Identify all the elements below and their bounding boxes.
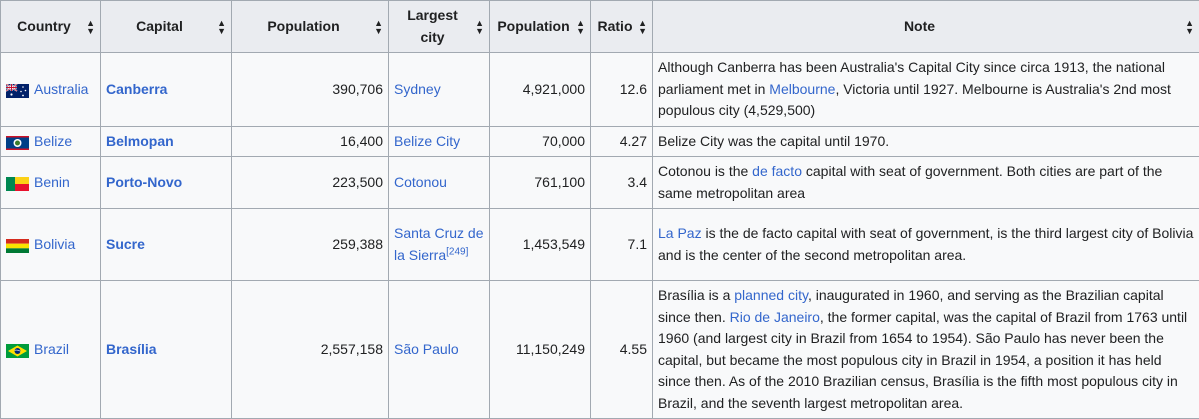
brazil-flag-icon[interactable] xyxy=(6,343,29,357)
country-link[interactable]: Belize xyxy=(34,133,72,149)
header-ratio[interactable]: Ratio ▲▼ xyxy=(591,1,653,53)
sort-icon[interactable]: ▲▼ xyxy=(475,19,484,35)
capital-cell: Canberra xyxy=(101,53,232,127)
note-cell: Belize City was the capital until 1970. xyxy=(653,126,1199,157)
bolivia-flag-icon[interactable] xyxy=(6,238,29,252)
header-label: Ratio xyxy=(598,18,633,34)
header-city-population[interactable]: Population ▲▼ xyxy=(490,1,591,53)
city-population-cell: 70,000 xyxy=(490,126,591,157)
sort-icon[interactable]: ▲▼ xyxy=(576,19,585,35)
sort-icon[interactable]: ▲▼ xyxy=(217,19,226,35)
largest-city-link[interactable]: Sydney xyxy=(394,81,441,97)
sort-icon[interactable]: ▲▼ xyxy=(86,19,95,35)
note-link[interactable]: de facto xyxy=(752,163,802,179)
note-cell: La Paz is the de facto capital with seat… xyxy=(653,209,1199,281)
capital-population-cell: 390,706 xyxy=(232,53,389,127)
largest-city-link[interactable]: Cotonou xyxy=(394,174,447,190)
ratio-cell: 4.55 xyxy=(591,281,653,419)
ratio-cell: 4.27 xyxy=(591,126,653,157)
country-cell: Belize xyxy=(1,126,101,157)
city-population-cell: 1,453,549 xyxy=(490,209,591,281)
country-link[interactable]: Benin xyxy=(34,174,70,190)
note-link[interactable]: planned city xyxy=(734,287,808,303)
header-largest-city[interactable]: Largest city ▲▼ xyxy=(389,1,490,53)
note-text: is the de facto capital with seat of gov… xyxy=(658,225,1193,263)
capital-cell: Porto-Novo xyxy=(101,157,232,209)
note-cell: Although Canberra has been Australia's C… xyxy=(653,53,1199,127)
capital-link[interactable]: Canberra xyxy=(106,81,167,97)
header-label: Country xyxy=(17,18,71,34)
capital-link[interactable]: Porto-Novo xyxy=(106,174,182,190)
country-cell: Brazil xyxy=(1,281,101,419)
note-link[interactable]: La Paz xyxy=(658,225,702,241)
header-capital[interactable]: Capital ▲▼ xyxy=(101,1,232,53)
capital-link[interactable]: Belmopan xyxy=(106,133,174,149)
largest-city-link[interactable]: São Paulo xyxy=(394,341,459,357)
header-label: Note xyxy=(904,18,935,34)
largest-city-link[interactable]: Belize City xyxy=(394,133,460,149)
header-country[interactable]: Country ▲▼ xyxy=(1,1,101,53)
capital-link[interactable]: Sucre xyxy=(106,236,145,252)
header-capital-population[interactable]: Population ▲▼ xyxy=(232,1,389,53)
australia-flag-icon[interactable] xyxy=(6,83,29,97)
table-row: Brazil Brasília 2,557,158 São Paulo 11,150,2… xyxy=(1,281,1199,419)
country-cell: Benin xyxy=(1,157,101,209)
largest-city-cell: Cotonou xyxy=(389,157,490,209)
country-link[interactable]: Bolivia xyxy=(34,236,75,252)
largest-city-link[interactable]: Santa Cruz de la Sierra xyxy=(394,225,484,263)
sort-icon[interactable]: ▲▼ xyxy=(638,19,647,35)
country-cell: Bolivia xyxy=(1,209,101,281)
country-link[interactable]: Brazil xyxy=(34,341,69,357)
header-label: Population xyxy=(267,18,339,34)
capital-population-cell: 259,388 xyxy=(232,209,389,281)
ratio-cell: 7.1 xyxy=(591,209,653,281)
note-cell: Brasília is a planned city, inaugurated … xyxy=(653,281,1199,419)
header-row: Country▲▼Capital▲▼Population▲▼Largest ci… xyxy=(1,1,1199,53)
capital-cell: Sucre xyxy=(101,209,232,281)
ratio-cell: 12.6 xyxy=(591,53,653,127)
largest-city-cell: Santa Cruz de la Sierra[249] xyxy=(389,209,490,281)
capital-population-cell: 2,557,158 xyxy=(232,281,389,419)
country-link[interactable]: Australia xyxy=(34,81,88,97)
note-text: Belize City was the capital until 1970. xyxy=(658,133,889,149)
belize-flag-icon[interactable] xyxy=(6,135,29,149)
note-cell: Cotonou is the de facto capital with sea… xyxy=(653,157,1199,209)
capital-cell: Brasília xyxy=(101,281,232,419)
sort-icon[interactable]: ▲▼ xyxy=(1185,19,1194,35)
header-label: Largest city xyxy=(407,7,458,45)
ratio-cell: 3.4 xyxy=(591,157,653,209)
note-link[interactable]: Rio de Janeiro xyxy=(730,309,820,325)
capital-population-cell: 223,500 xyxy=(232,157,389,209)
largest-city-cell: Sydney xyxy=(389,53,490,127)
largest-city-cell: São Paulo xyxy=(389,281,490,419)
city-population-cell: 761,100 xyxy=(490,157,591,209)
capital-population-cell: 16,400 xyxy=(232,126,389,157)
note-text: Brasília is a xyxy=(658,287,734,303)
note-text: Cotonou is the xyxy=(658,163,752,179)
country-cell: Australia xyxy=(1,53,101,127)
benin-flag-icon[interactable] xyxy=(6,176,29,190)
reference-link[interactable]: [249] xyxy=(446,246,468,257)
city-population-cell: 11,150,249 xyxy=(490,281,591,419)
capital-cell: Belmopan xyxy=(101,126,232,157)
city-population-cell: 4,921,000 xyxy=(490,53,591,127)
sort-icon[interactable]: ▲▼ xyxy=(374,19,383,35)
header-label: Capital xyxy=(136,18,183,34)
capital-link[interactable]: Brasília xyxy=(106,341,157,357)
header-label: Population xyxy=(497,18,569,34)
header-note[interactable]: Note ▲▼ xyxy=(653,1,1199,53)
note-link[interactable]: Melbourne xyxy=(769,81,835,97)
largest-city-cell: Belize City xyxy=(389,126,490,157)
